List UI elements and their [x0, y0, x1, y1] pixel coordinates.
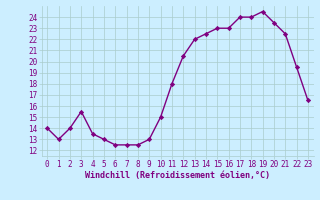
- X-axis label: Windchill (Refroidissement éolien,°C): Windchill (Refroidissement éolien,°C): [85, 171, 270, 180]
